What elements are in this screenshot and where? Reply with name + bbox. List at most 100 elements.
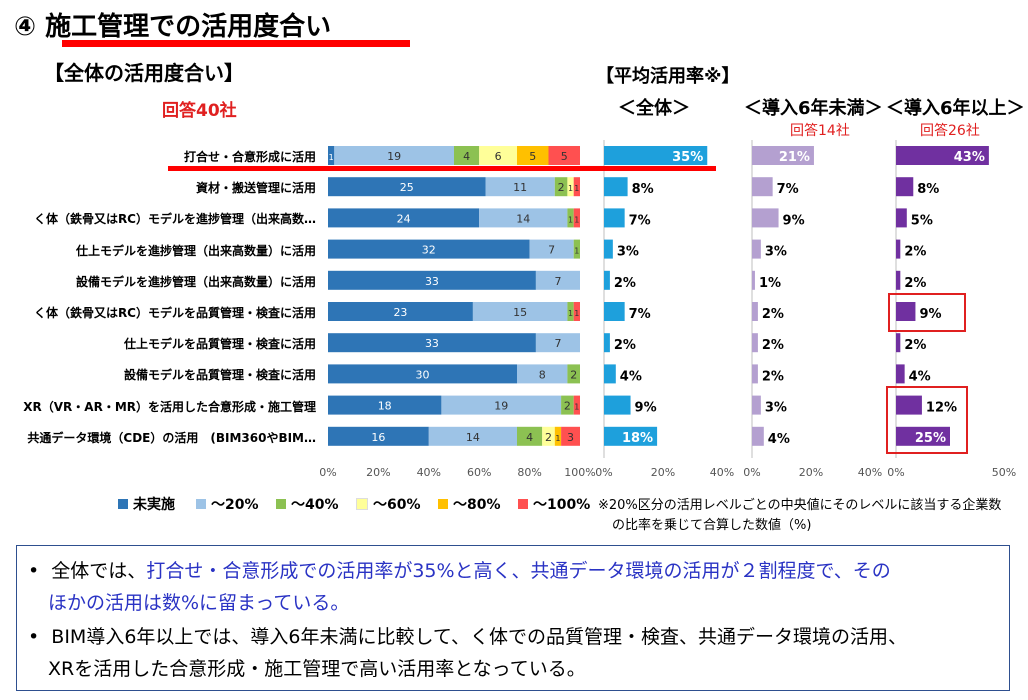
segment-label: 1 bbox=[329, 153, 334, 162]
segment-label: 5 bbox=[529, 150, 536, 163]
over6-tick-label: 50% bbox=[992, 466, 1016, 479]
overall-value-label: 18% bbox=[622, 431, 653, 446]
segment-label: 4 bbox=[463, 150, 470, 163]
segment-label: 1 bbox=[574, 247, 579, 256]
under6-bar bbox=[752, 208, 779, 228]
footnote-line1: ※20%区分の活用レベルごとの中央値にそのレベルに該当する企業数 bbox=[598, 498, 1002, 513]
stacked-segment bbox=[328, 395, 442, 415]
over6-value-label: 2% bbox=[904, 245, 926, 260]
under6-value-label: 1% bbox=[759, 276, 781, 291]
summary-bullet-1: • 全体では、打合せ・合意形成での活用率が35%と高く、共通データ環境の活用が２… bbox=[28, 560, 891, 582]
under6-value-label: 2% bbox=[762, 338, 784, 353]
highlight-box-quality bbox=[888, 293, 966, 332]
overall-bar bbox=[604, 364, 616, 384]
overall-bar bbox=[604, 177, 628, 197]
segment-label: 2 bbox=[545, 431, 552, 444]
stacked-segment bbox=[529, 239, 574, 259]
stacked-segment bbox=[542, 426, 555, 446]
under6-bar bbox=[752, 426, 764, 446]
summary-bullet-2: • BIM導入6年以上では、導入6年未満に比較して、く体での品質管理・検査、共通… bbox=[28, 626, 907, 648]
overall-value-label: 9% bbox=[635, 401, 657, 416]
overall-value-label: 2% bbox=[614, 338, 636, 353]
under6-bar bbox=[752, 239, 761, 259]
under6-value-label: 21% bbox=[779, 150, 810, 165]
stacked-segment bbox=[328, 364, 517, 384]
legend-item-80: ～80% bbox=[438, 494, 501, 514]
segment-label: 2 bbox=[564, 400, 571, 413]
segment-label: 1 bbox=[568, 215, 573, 224]
category-label: 仕上モデルを品質管理・検査に活用 bbox=[123, 337, 316, 352]
stacked-segment bbox=[535, 333, 580, 353]
stacked-segment bbox=[328, 426, 429, 446]
segment-label: 3 bbox=[567, 431, 574, 444]
over6-value-label: 12% bbox=[926, 401, 957, 416]
stacked-segment bbox=[328, 208, 480, 228]
segment-label: 5 bbox=[561, 150, 568, 163]
over6-value-label: 25% bbox=[915, 431, 946, 446]
over6-bar bbox=[896, 239, 901, 259]
section-subtitle: 【全体の活用度合い】 bbox=[44, 61, 244, 85]
overall-bar bbox=[604, 333, 610, 353]
over6-value-label: 8% bbox=[917, 182, 939, 197]
category-label: 打合せ・合意形成に活用 bbox=[183, 150, 316, 164]
stacked-segment bbox=[485, 177, 555, 197]
stacked-segment bbox=[567, 302, 574, 321]
x-tick-label: 0% bbox=[319, 466, 336, 479]
legend-item-none: 未実施 bbox=[118, 494, 175, 514]
category-label: XR（VR・AR・MR）を活用した合意形成・施工管理 bbox=[23, 399, 316, 414]
overall-value-label: 35% bbox=[672, 150, 703, 165]
under6-value-label: 7% bbox=[777, 182, 799, 197]
stacked-segment bbox=[561, 395, 574, 415]
over6-bar bbox=[896, 364, 905, 384]
stacked-segment bbox=[573, 177, 580, 197]
legend-swatch bbox=[118, 499, 128, 509]
highlight-underline bbox=[168, 166, 716, 171]
segment-label: 1 bbox=[574, 403, 579, 412]
under6-tick-label: 20% bbox=[799, 466, 823, 479]
legend-swatch bbox=[438, 499, 448, 509]
segment-label: 4 bbox=[526, 431, 533, 444]
overall-tick-label: 40% bbox=[710, 466, 734, 479]
segment-label: 6 bbox=[495, 150, 502, 163]
summary-bullet-2-cont: XRを活用した合意形成・施工管理で高い活用率となっている。 bbox=[48, 658, 586, 680]
under6-bar bbox=[752, 302, 758, 321]
under6-value-label: 2% bbox=[762, 369, 784, 384]
segment-label: 16 bbox=[371, 431, 385, 444]
stacked-segment bbox=[573, 208, 580, 228]
respondents-count: 回答40社 bbox=[162, 101, 237, 121]
over6-bar bbox=[896, 208, 907, 228]
x-tick-label: 40% bbox=[417, 466, 441, 479]
over6-bar bbox=[896, 177, 914, 197]
overall-bar bbox=[604, 270, 610, 290]
segment-label: 14 bbox=[516, 212, 530, 225]
segment-label: 1 bbox=[574, 309, 579, 318]
segment-label: 15 bbox=[513, 306, 527, 319]
overall-value-label: 8% bbox=[632, 182, 654, 197]
overall-value-label: 7% bbox=[629, 213, 651, 228]
summary-bullet-1-cont: ほかの活用は数%に留まっている。 bbox=[48, 592, 350, 614]
over6-bar bbox=[896, 146, 989, 165]
footnote-line2: の比率を乗じて合算した数値（%) bbox=[612, 518, 812, 533]
segment-label: 25 bbox=[400, 181, 414, 194]
under6-value-label: 3% bbox=[765, 401, 787, 416]
under6-tick-label: 0% bbox=[743, 466, 760, 479]
category-label: く体（鉄骨又はRC）モデルを品質管理・検査に活用 bbox=[33, 306, 316, 320]
stacked-segment bbox=[554, 177, 568, 197]
overall-bar bbox=[604, 239, 613, 259]
over6-tick-label: 0% bbox=[887, 466, 904, 479]
over6-bar bbox=[896, 333, 901, 353]
over6-bar bbox=[896, 302, 916, 321]
stacked-segment bbox=[472, 302, 568, 321]
segment-label: 32 bbox=[422, 244, 436, 257]
over6-value-label: 2% bbox=[904, 276, 926, 291]
over6-value-label: 9% bbox=[919, 307, 941, 322]
under6-value-label: 3% bbox=[765, 245, 787, 260]
stacked-segment bbox=[548, 146, 580, 165]
category-label: 仕上モデルを進捗管理（出来高数量）に活用 bbox=[75, 243, 316, 258]
segment-label: 11 bbox=[513, 181, 527, 194]
over6-bar bbox=[896, 270, 901, 290]
under6-value-label: 4% bbox=[768, 432, 790, 447]
stacked-segment bbox=[517, 364, 568, 384]
x-tick-label: 60% bbox=[467, 466, 491, 479]
